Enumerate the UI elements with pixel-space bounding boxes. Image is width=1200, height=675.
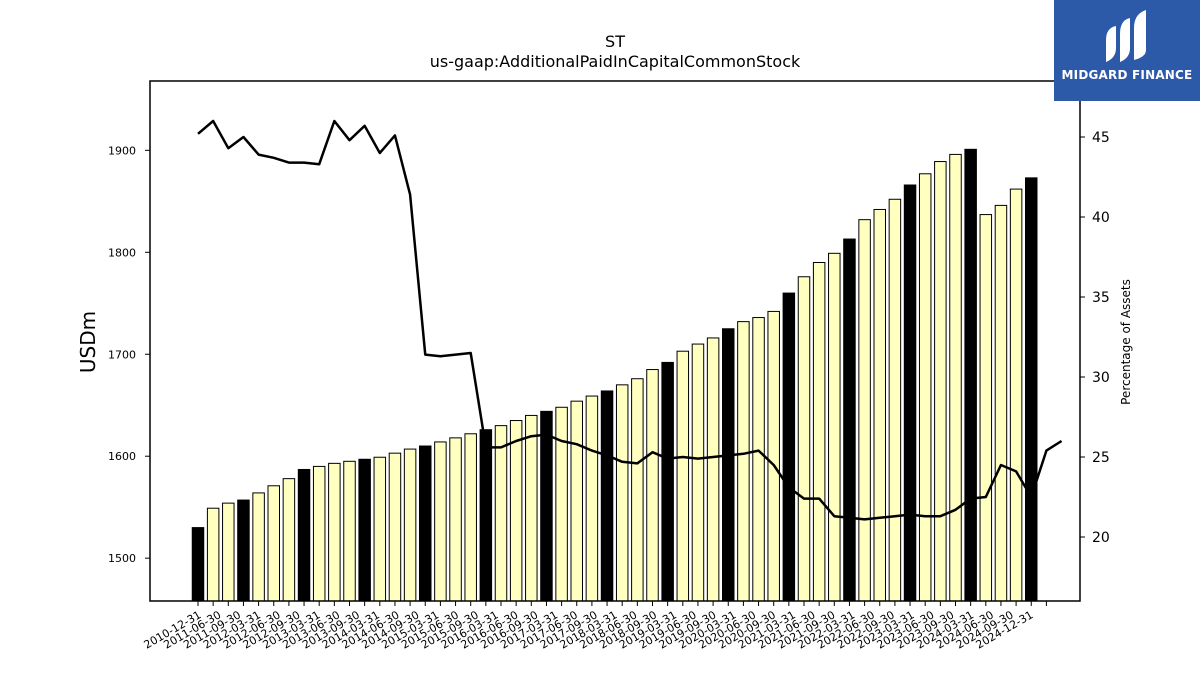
bar-2023-06-30 [949,153,962,602]
bar-2017-09-30 [600,390,614,602]
left-axis-ticks: 1500 1600 1700 1800 1900 [108,144,150,565]
bar-2012-06-30 [282,478,296,602]
bar-2018-12-31 [676,350,690,602]
bar-2016-12-31 [555,406,568,602]
bar-2011-09-30 [237,499,250,602]
bar-2018-09-30 [661,361,674,602]
bar-2019-03-31 [691,343,705,602]
bar-2013-09-30 [358,458,371,602]
bar-2021-03-31 [812,261,826,602]
bar-2012-09-30 [297,468,311,602]
bar-2013-12-31 [373,456,387,602]
bar-2014-09-30 [419,445,432,602]
bar-2023-03-31 [934,161,947,602]
bar-2024-06-30 [1009,188,1023,602]
bar-2024-03-31 [994,204,1008,602]
bar-2022-06-30 [888,198,902,602]
bar-2021-12-31 [858,219,871,602]
bar-2014-06-30 [403,448,417,602]
bar-2015-09-30 [479,429,493,602]
bar-2013-06-30 [343,460,356,602]
bar-2023-12-31 [979,214,993,602]
y2-tick-label: 35 [1092,290,1110,306]
bar-2017-12-31 [615,384,629,602]
bar-2024-09-30 [1025,177,1038,602]
bar-2015-12-31 [494,425,508,602]
bar-2019-09-30 [722,328,735,602]
bar-2016-09-30 [540,410,553,602]
bar-2018-06-30 [646,369,659,602]
bar-2019-12-31 [737,321,750,602]
bar-2020-06-30 [767,310,780,602]
bar-2012-12-31 [312,465,326,602]
bar-2014-03-31 [388,452,402,602]
bar-2012-03-31 [267,485,280,602]
bar-2016-03-31 [509,420,523,602]
bar-2020-09-30 [782,292,796,602]
bar-2015-06-30 [464,433,477,602]
y2-tick-label: 20 [1092,530,1110,546]
bar-2022-03-31 [873,208,886,602]
bar-2011-06-30 [222,502,235,602]
midgard-logo-icon [1106,10,1146,62]
y-tick-label: 1500 [108,552,136,565]
bar-2023-09-30 [964,148,977,602]
bar-2020-03-31 [752,317,765,602]
bar-2011-03-31 [206,507,220,602]
bar-2022-09-30 [903,184,917,602]
bar-2021-09-30 [843,238,856,602]
y-axis-label: USDm [76,311,100,373]
bar-2010-12-31 [191,527,205,602]
y-tick-label: 1900 [108,144,136,157]
bar-2019-06-30 [706,337,720,602]
bar-2015-03-31 [449,437,462,602]
y-tick-label: 1800 [108,246,136,259]
y2-tick-label: 25 [1092,450,1110,466]
bar-2013-03-31 [328,462,341,602]
bar-2017-03-31 [570,400,583,602]
bar-2022-12-31 [918,173,932,602]
bar-2014-12-31 [434,441,447,602]
plot-frame [149,80,1081,602]
brand-name: MIDGARD FINANCE [1061,68,1193,82]
bar-2016-06-30 [525,414,538,602]
y2-tick-label: 45 [1092,130,1110,146]
x-axis-ticks: 2010-12-312011-06-302011-09-302012-03-31… [142,601,1047,652]
bar-2011-12-31 [252,492,265,602]
bar-series [191,148,1038,602]
bar-2021-06-30 [828,252,841,602]
assets-percentage-line [197,119,1063,521]
bar-2020-12-31 [797,276,811,602]
bar-2018-03-31 [631,378,644,602]
chart-subtitle: us-gaap:AdditionalPaidInCapitalCommonSto… [429,52,801,71]
y2-tick-label: 30 [1092,370,1110,386]
line-series [197,119,1063,521]
y2-axis-label: Percentage of Assets [1119,279,1133,405]
y2-tick-label: 40 [1092,210,1110,226]
midgard-finance-logo: MIDGARD FINANCE [1054,0,1200,101]
y-tick-label: 1600 [108,450,136,463]
right-axis-ticks: 20 25 30 35 40 45 [1080,130,1110,546]
bar-2017-06-30 [585,395,599,602]
chart-title: ST [605,32,625,51]
y-tick-label: 1700 [108,348,136,361]
